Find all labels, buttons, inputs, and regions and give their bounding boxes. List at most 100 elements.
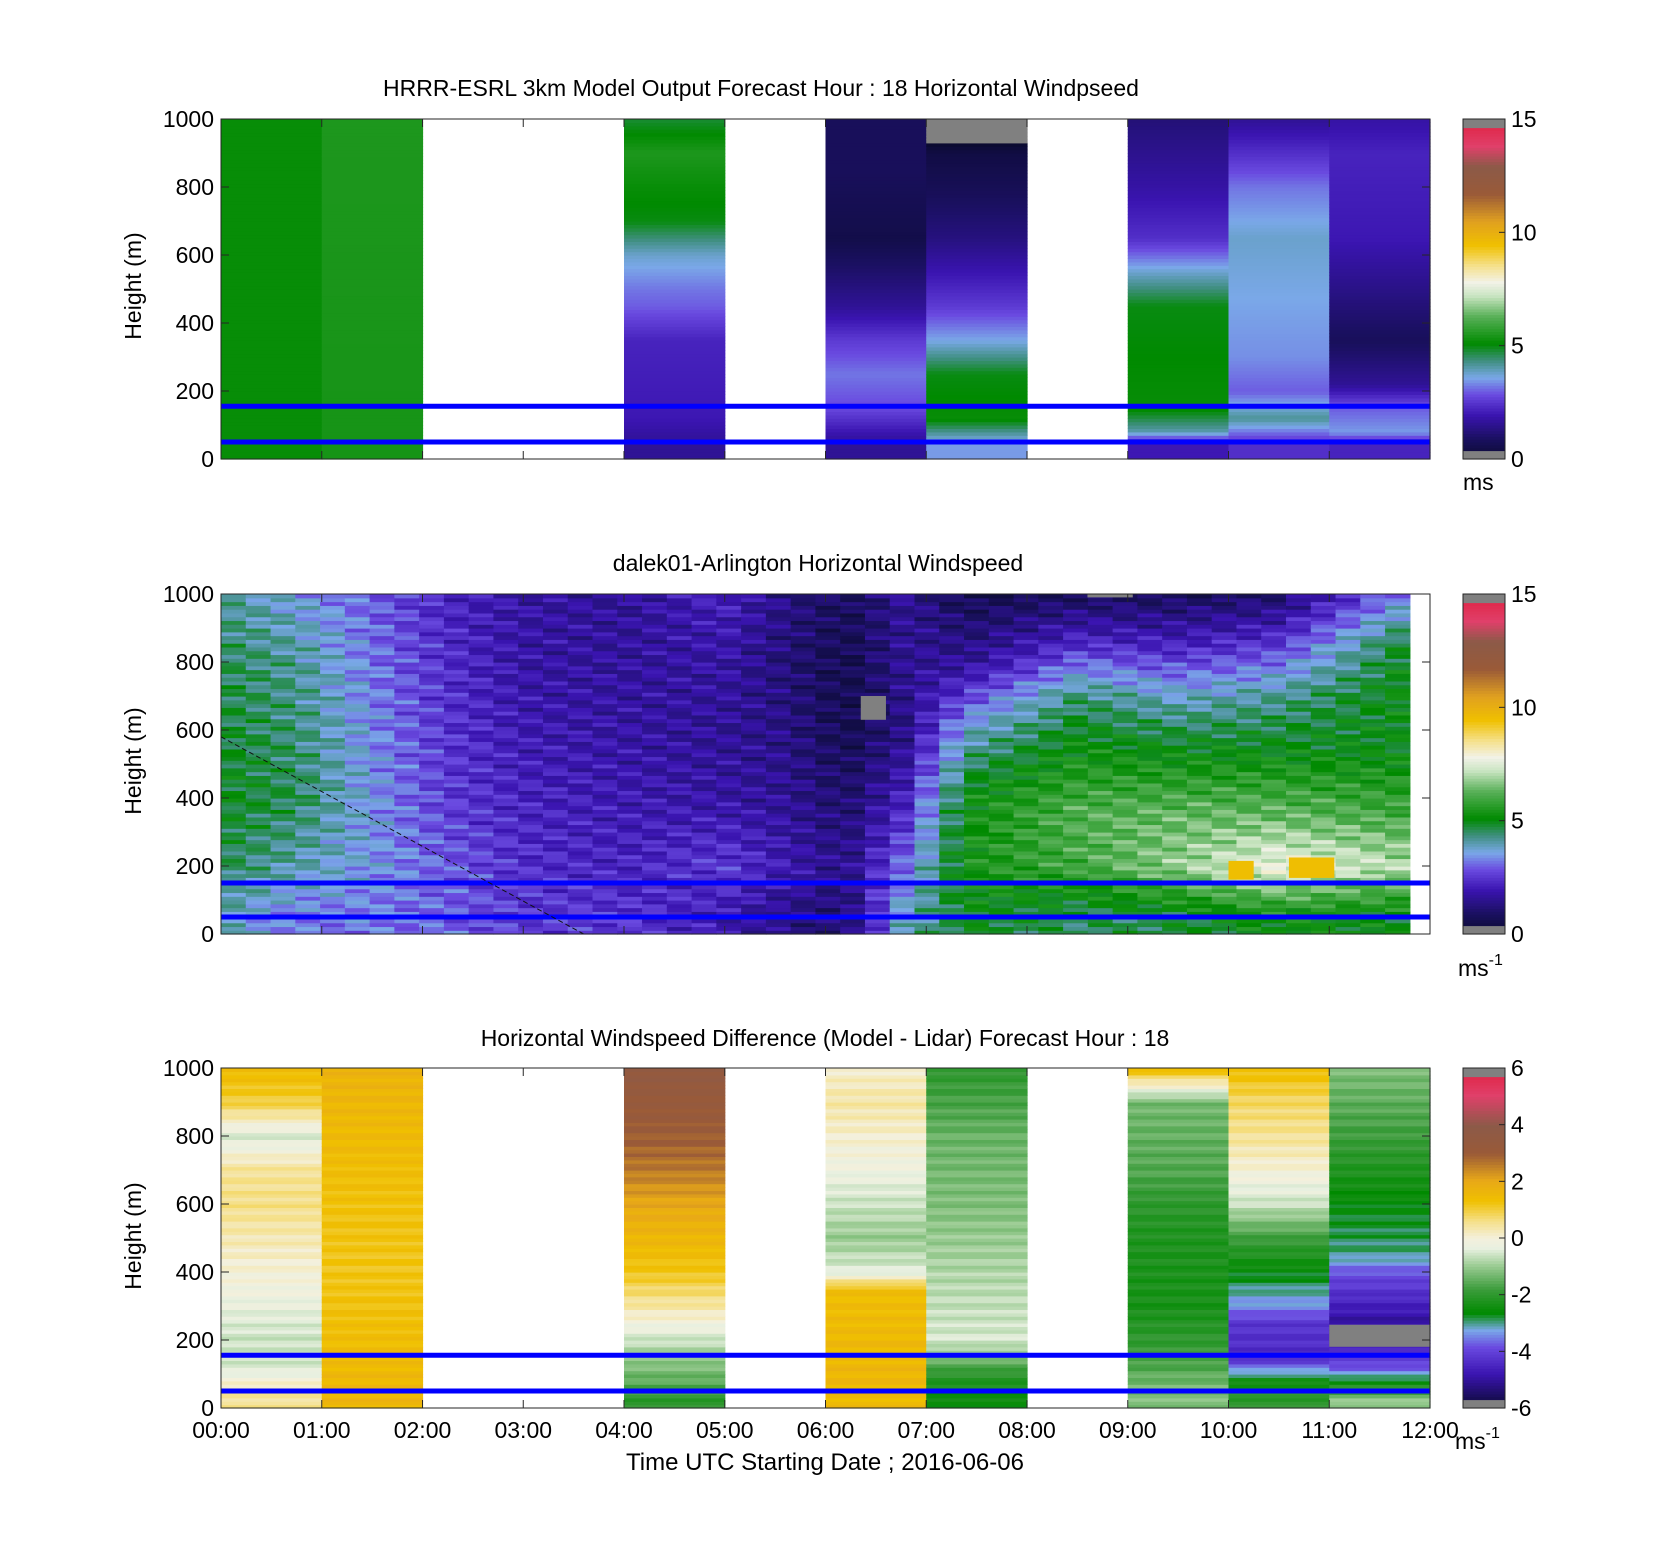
heatmap-cell xyxy=(1013,828,1039,833)
heatmap-cell xyxy=(1087,930,1114,935)
heatmap-cell xyxy=(1137,820,1163,826)
heatmap-cell xyxy=(419,839,445,844)
heatmap-cell xyxy=(790,911,817,916)
heatmap-cell xyxy=(691,677,717,682)
heatmap-cell xyxy=(825,119,927,123)
heatmap-cell xyxy=(889,646,916,652)
heatmap-cell xyxy=(1286,673,1312,678)
heatmap-cell xyxy=(988,628,1015,633)
heatmap-cell xyxy=(221,918,247,924)
heatmap-cell xyxy=(617,631,643,637)
heatmap-cell xyxy=(321,231,424,236)
heatmap-cell xyxy=(988,677,1015,682)
heatmap-cell xyxy=(691,673,717,678)
heatmap-cell xyxy=(1038,696,1064,701)
heatmap-cell xyxy=(518,816,544,822)
heatmap-cell xyxy=(624,163,726,168)
heatmap-cell xyxy=(1112,654,1139,659)
heatmap-cell xyxy=(1127,268,1230,273)
heatmap-cell xyxy=(926,421,1028,426)
heatmap-cell xyxy=(270,669,296,674)
heatmap-cell xyxy=(567,877,594,882)
heatmap-cell xyxy=(864,877,891,882)
heatmap-cell xyxy=(1087,673,1114,678)
heatmap-cell xyxy=(1211,884,1238,890)
heatmap-cell xyxy=(716,779,742,784)
heatmap-cell xyxy=(419,718,445,724)
heatmap-cell xyxy=(320,646,346,652)
heatmap-cell xyxy=(939,756,965,761)
heatmap-cell xyxy=(939,646,965,652)
heatmap-cell xyxy=(567,903,594,909)
heatmap-cell xyxy=(419,616,445,622)
heatmap-cell xyxy=(320,650,346,656)
heatmap-cell xyxy=(1087,692,1114,697)
heatmap-cell xyxy=(1013,866,1039,871)
heatmap-cell xyxy=(840,714,866,720)
heatmap-cell xyxy=(245,771,272,776)
heatmap-cell xyxy=(691,628,717,633)
heatmap-cell xyxy=(1211,832,1238,837)
heatmap-cell xyxy=(964,688,990,693)
heatmap-cell xyxy=(988,828,1015,833)
heatmap-cell xyxy=(321,285,424,290)
heatmap-cell xyxy=(394,820,420,826)
heatmap-cell xyxy=(926,132,1028,137)
colorbar-segment xyxy=(1463,223,1505,228)
heatmap-cell xyxy=(864,850,891,856)
heatmap-cell xyxy=(1063,594,1089,599)
heatmap-cell xyxy=(1162,714,1188,720)
heatmap-cell xyxy=(1127,193,1230,198)
heatmap-cell xyxy=(617,884,643,890)
heatmap-cell xyxy=(493,677,519,682)
heatmap-cell xyxy=(221,624,247,629)
heatmap-cell xyxy=(666,767,693,773)
heatmap-cell xyxy=(221,200,323,205)
heatmap-cell xyxy=(926,445,1028,450)
heatmap-cell xyxy=(1013,620,1039,625)
heatmap-cell xyxy=(765,832,792,837)
heatmap-cell xyxy=(964,628,990,633)
heatmap-cell xyxy=(542,601,569,606)
heatmap-cell xyxy=(1127,142,1230,147)
heatmap-cell xyxy=(1236,813,1262,818)
heatmap-cell xyxy=(369,605,395,610)
heatmap-cell xyxy=(1236,612,1262,618)
heatmap-cell xyxy=(1261,775,1287,780)
heatmap-cell xyxy=(1087,639,1114,644)
heatmap-cell xyxy=(245,624,272,629)
heatmap-cell xyxy=(1112,650,1139,656)
heatmap-cell xyxy=(1310,907,1337,912)
heatmap-cell xyxy=(741,605,767,610)
heatmap-cell xyxy=(1038,714,1064,720)
heatmap-cell xyxy=(221,210,323,215)
heatmap-cell xyxy=(394,635,420,640)
heatmap-cell xyxy=(964,926,990,931)
heatmap-cell xyxy=(1137,733,1163,739)
heatmap-cell xyxy=(1038,835,1064,841)
heatmap-cell xyxy=(666,726,693,731)
heatmap-cell xyxy=(642,722,668,727)
colorbar-segment xyxy=(1463,150,1505,154)
heatmap-cell xyxy=(1211,760,1238,765)
heatmap-cell xyxy=(321,149,424,154)
heatmap-cell xyxy=(493,605,519,610)
heatmap-cell xyxy=(691,601,717,606)
heatmap-cell xyxy=(815,926,841,931)
heatmap-cell xyxy=(1211,907,1238,912)
heatmap-cell xyxy=(926,122,1028,127)
heatmap-cell xyxy=(790,722,817,727)
heatmap-cell xyxy=(443,643,470,648)
heatmap-cell xyxy=(926,166,1028,171)
heatmap-cell xyxy=(617,673,643,678)
heatmap-cell xyxy=(1211,677,1238,682)
heatmap-cell xyxy=(419,711,445,716)
heatmap-cell xyxy=(1087,658,1114,663)
heatmap-cell xyxy=(394,930,420,935)
heatmap-cell xyxy=(518,726,544,731)
heatmap-cell xyxy=(914,726,940,731)
heatmap-cell xyxy=(344,854,371,860)
heatmap-cell xyxy=(518,824,544,829)
heatmap-cell xyxy=(419,669,445,674)
heatmap-cell xyxy=(321,244,424,249)
